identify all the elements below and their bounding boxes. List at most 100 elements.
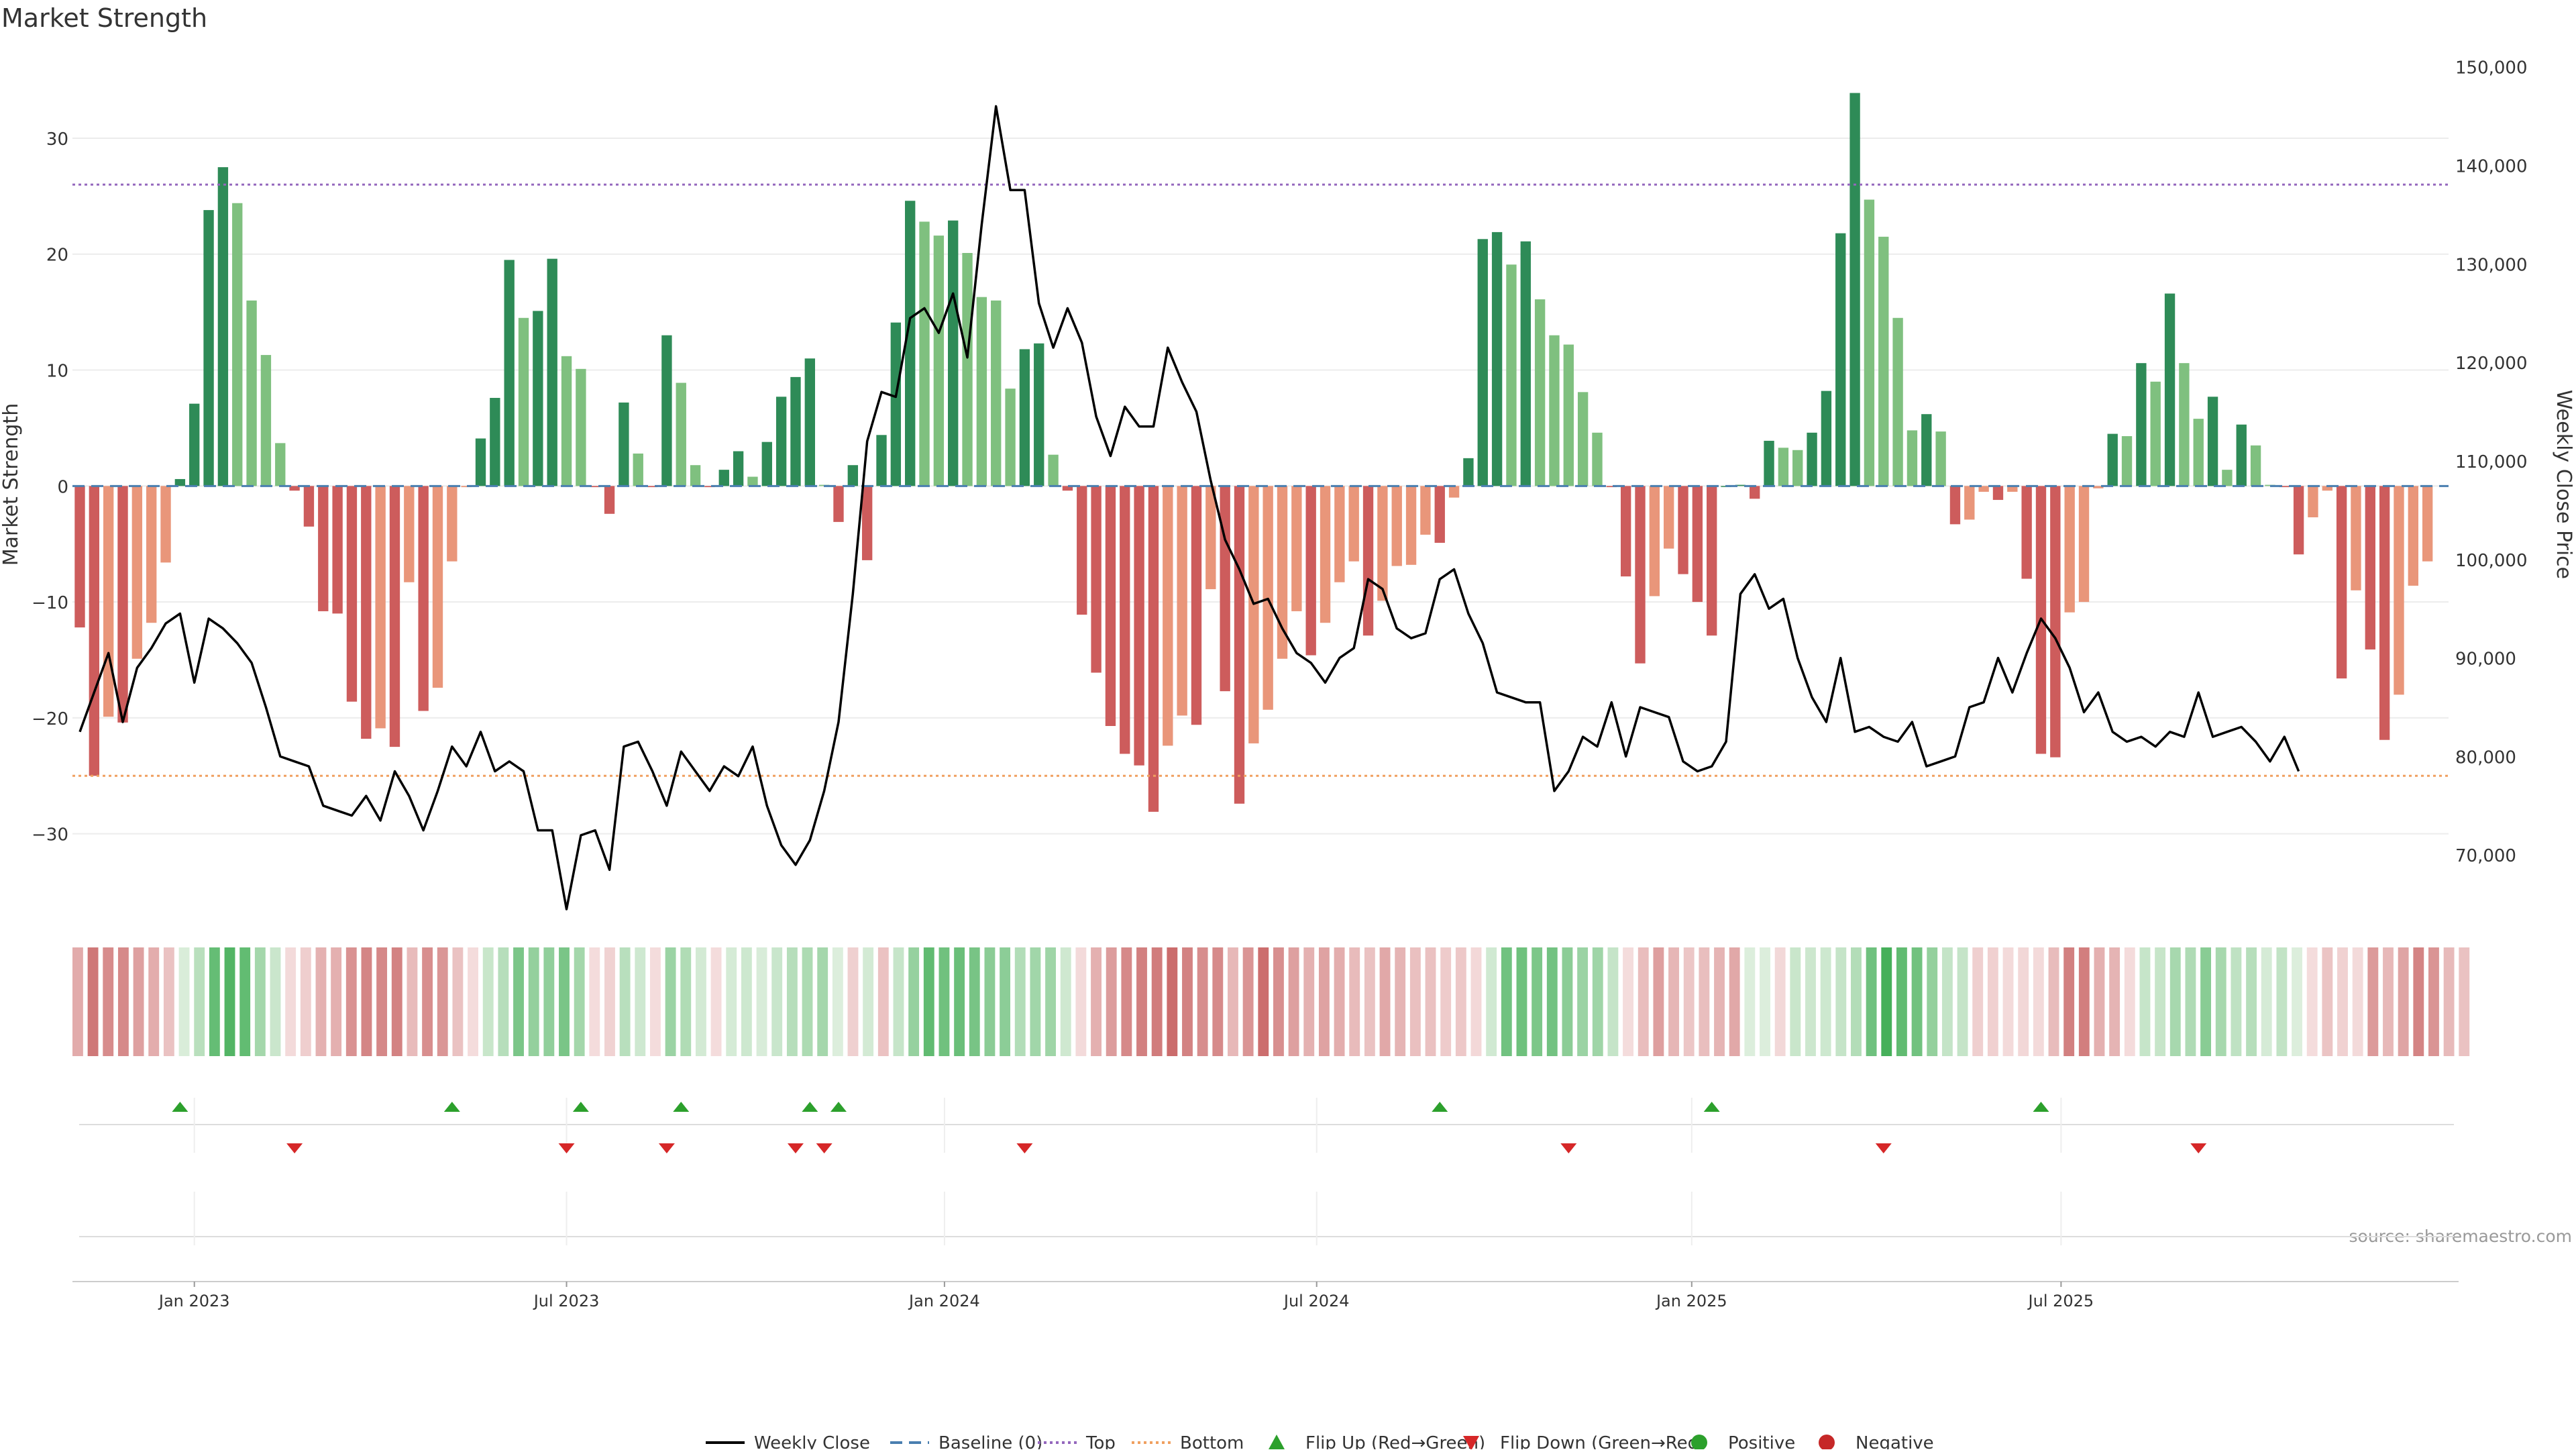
strength-bar xyxy=(1964,486,1975,520)
y2-tick-label: 140,000 xyxy=(2455,157,2528,177)
strength-band-cell xyxy=(1881,947,1892,1056)
strength-band-cell xyxy=(1425,947,1436,1056)
strength-band-cell xyxy=(2200,947,2212,1056)
strength-band-cell xyxy=(877,947,889,1056)
strength-bar xyxy=(1849,93,1860,486)
strength-bar xyxy=(1420,486,1431,535)
legend-item: Top xyxy=(1038,1433,1116,1452)
strength-band-cell xyxy=(1805,947,1816,1056)
strength-bar xyxy=(1935,431,1946,486)
strength-bar xyxy=(1362,486,1374,636)
strength-band-cell xyxy=(1835,947,1847,1056)
strength-bar xyxy=(2179,363,2190,486)
strength-band-cell xyxy=(2124,947,2135,1056)
strength-bar xyxy=(2207,397,2218,486)
strength-bar xyxy=(676,382,686,486)
strength-band-cell xyxy=(482,947,494,1056)
strength-band-cell xyxy=(1334,947,1345,1056)
strength-band-cell xyxy=(1851,947,1862,1056)
strength-band-cell xyxy=(635,947,646,1056)
strength-bar xyxy=(876,435,887,486)
strength-band-cell xyxy=(2459,947,2470,1056)
strength-bar xyxy=(189,403,200,486)
strength-bar xyxy=(203,210,214,486)
strength-band-cell xyxy=(2337,947,2348,1056)
strength-band-cell xyxy=(2276,947,2288,1056)
strength-bar xyxy=(804,358,815,486)
strength-band-cell xyxy=(2367,947,2379,1056)
strength-band-cell xyxy=(2033,947,2044,1056)
weekly-close-series xyxy=(78,105,2300,911)
strength-bar xyxy=(1220,486,1230,692)
strength-band-cell xyxy=(847,947,859,1056)
strength-bar xyxy=(2279,486,2290,488)
y2-tick-label: 80,000 xyxy=(2455,747,2516,768)
strength-band-cell xyxy=(1060,947,1071,1056)
x-tick-label: Jul 2025 xyxy=(2027,1292,2094,1310)
strength-bar xyxy=(847,465,859,486)
strength-bar xyxy=(619,402,629,486)
strength-bar xyxy=(432,486,443,688)
strength-bar xyxy=(2150,381,2161,486)
legend-label: Baseline (0) xyxy=(938,1433,1042,1449)
strength-bar xyxy=(89,486,100,776)
strength-band-cell xyxy=(1638,947,1649,1056)
strength-band-cell xyxy=(1303,947,1315,1056)
strength-bar xyxy=(1663,486,1674,549)
x-tick-label: Jan 2025 xyxy=(1655,1292,1727,1310)
strength-bar xyxy=(861,486,873,560)
strength-bar xyxy=(346,486,358,702)
x-axis-ticks: Jan 2023 Jul 2023 Jan 2024 Jul 2024 Jan 2025… xyxy=(158,1282,2094,1310)
strength-band-cell xyxy=(665,947,676,1056)
strength-bar xyxy=(1120,486,1130,754)
strength-bar xyxy=(1606,486,1617,488)
strength-band-cell xyxy=(300,947,311,1056)
strength-bar xyxy=(2021,486,2032,579)
strength-band-cell xyxy=(224,947,235,1056)
strength-band-cell xyxy=(285,947,297,1056)
strength-band-cell xyxy=(209,947,220,1056)
strength-bar xyxy=(976,297,987,486)
strength-bar xyxy=(633,453,643,486)
strength-band-cell xyxy=(832,947,843,1056)
strength-bar xyxy=(1005,388,1016,486)
strength-bar xyxy=(475,438,486,486)
strength-band-cell xyxy=(802,947,813,1056)
weekly-close-line xyxy=(78,105,2300,911)
strength-bar xyxy=(303,486,315,527)
strength-bar xyxy=(991,300,1002,486)
strength-bar xyxy=(1491,231,1503,486)
legend-label: Flip Up (Red→Green) xyxy=(1305,1433,1485,1449)
y2-axis-label: Weekly Close Price xyxy=(2552,390,2575,579)
strength-band-cell xyxy=(1760,947,1770,1056)
strength-band-cell xyxy=(1729,947,1740,1056)
x-tick-label: Jul 2024 xyxy=(1283,1292,1350,1310)
strength-band-cell xyxy=(1379,947,1391,1056)
strength-band-cell xyxy=(422,947,433,1056)
strength-bar xyxy=(1764,440,1774,486)
legend-label: Flip Down (Green→Red) xyxy=(1500,1433,1705,1449)
strength-bar xyxy=(533,311,543,486)
chart-title: Market Strength xyxy=(1,3,207,33)
strength-bar xyxy=(375,486,386,729)
y-tick-label: −20 xyxy=(32,709,68,729)
strength-bar xyxy=(1692,486,1703,603)
strength-band-cell xyxy=(726,947,737,1056)
legend-item: Positive xyxy=(1691,1433,1795,1452)
strength-bar xyxy=(232,203,243,486)
strength-bar xyxy=(1778,448,1789,486)
strength-bar xyxy=(1205,486,1216,590)
strength-bar xyxy=(490,398,500,486)
legend-label: Bottom xyxy=(1180,1433,1244,1449)
strength-band-cell xyxy=(1364,947,1375,1056)
strength-band-cell xyxy=(376,947,388,1056)
strength-band-cell xyxy=(1288,947,1299,1056)
legend-swatch-up-triangle xyxy=(1269,1435,1285,1449)
strength-bar xyxy=(1348,486,1359,562)
strength-band-cell xyxy=(2246,947,2257,1056)
strength-band-cell xyxy=(1014,947,1026,1056)
strength-bar xyxy=(1091,486,1102,673)
strength-bar xyxy=(1534,299,1546,486)
strength-band-cell xyxy=(452,947,464,1056)
strength-bar xyxy=(289,486,300,491)
